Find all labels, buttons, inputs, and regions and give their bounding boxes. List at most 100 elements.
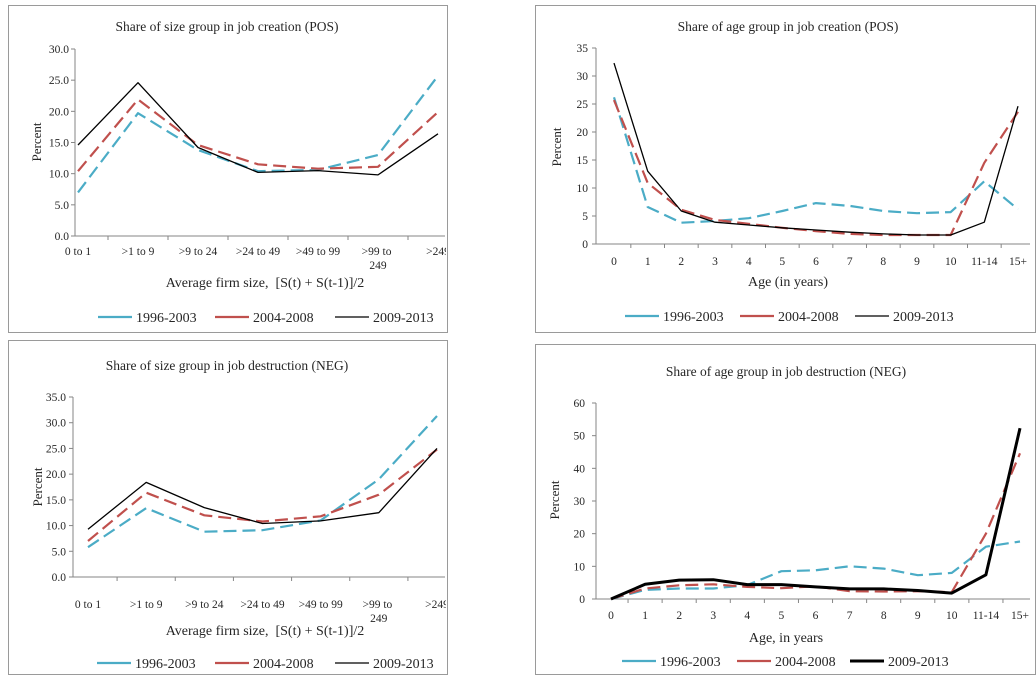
y-tick-label: 5 [582, 211, 588, 223]
x-tick-label: >9 to 24 [185, 599, 224, 611]
chart-panel-age-job-destruction: Share of age group in job destruction (N… [535, 344, 1036, 675]
legend-label-2004-2008: 2004-2008 [778, 310, 839, 325]
legend-label-2009-2013: 2009-2013 [893, 310, 954, 325]
y-axis-title: Percent [29, 122, 44, 161]
y-tick-label: 5.0 [52, 546, 67, 558]
chart-title: Share of age group in job destruction (N… [666, 364, 906, 379]
x-tick-label: 15+ [1009, 256, 1027, 268]
y-tick-label: 30 [577, 71, 589, 83]
chart-age-job-creation: Share of age group in job creation (POS)… [549, 19, 1030, 325]
y-tick-label: 10.0 [49, 169, 69, 181]
x-tick-label: 5 [779, 256, 785, 268]
y-tick-label: 5.0 [55, 200, 70, 212]
x-tick-label: 10 [946, 610, 958, 622]
x-tick-label: 7 [847, 610, 853, 622]
x-tick-label: 2 [676, 610, 682, 622]
chart-title: Share of size group in job creation (POS… [115, 19, 338, 34]
y-tick-label: 0.0 [52, 572, 67, 584]
y-tick-label: 25.0 [49, 75, 69, 87]
y-axis-title: Percent [30, 467, 45, 506]
y-axis-title: Percent [547, 480, 562, 519]
legend-label-1996-2003: 1996-2003 [663, 310, 724, 325]
y-tick-label: 0 [579, 594, 585, 606]
x-tick-label: >49 to 99 [299, 599, 343, 611]
legend-label-2004-2008: 2004-2008 [253, 311, 314, 326]
chart-size-job-destruction: Share of size group in job destruction (… [30, 358, 446, 672]
x-tick-label: 1 [642, 610, 648, 622]
x-tick-label: >9 to 24 [179, 246, 218, 258]
y-tick-label: 0 [582, 239, 588, 251]
series-line-1996-2003 [610, 540, 1021, 601]
x-tick-label: 9 [915, 610, 921, 622]
y-tick-label: 25 [577, 99, 589, 111]
chart-title: Share of size group in job destruction (… [106, 358, 349, 373]
x-tick-label: >249 [425, 599, 446, 611]
x-tick-label: 0 [611, 256, 617, 268]
series-line-2009-2013 [613, 62, 1019, 236]
x-tick-label: 0 to 1 [65, 246, 91, 258]
y-tick-label: 25.0 [46, 443, 66, 455]
y-tick-label: 15.0 [49, 138, 69, 150]
x-tick-label: 6 [813, 610, 819, 622]
x-tick-label: >1 to 9 [122, 246, 155, 258]
x-tick-label: 0 to 1 [75, 599, 101, 611]
chart-panel-age-job-creation: Share of age group in job creation (POS)… [535, 5, 1036, 333]
y-tick-label: 20.0 [49, 106, 69, 118]
legend-label-1996-2003: 1996-2003 [136, 311, 197, 326]
x-tick-label: >99 to 249 [362, 599, 395, 625]
series-line-2009-2013 [87, 447, 438, 530]
series-line-2009-2013 [610, 427, 1022, 601]
y-tick-label: 10.0 [46, 521, 66, 533]
x-tick-label: 9 [914, 256, 920, 268]
y-tick-label: 40 [574, 463, 586, 475]
x-tick-label: >49 to 99 [296, 246, 340, 258]
chart-age-job-destruction: Share of age group in job destruction (N… [547, 364, 1030, 670]
x-tick-label: >24 to 49 [236, 246, 280, 258]
series-line-2004-2008 [612, 99, 1019, 237]
x-axis-title: Age (in years) [748, 275, 828, 290]
series-line-2009-2013 [77, 82, 439, 176]
x-tick-label: >1 to 9 [130, 599, 163, 611]
x-tick-label: 3 [710, 610, 716, 622]
y-tick-label: 0.0 [55, 231, 70, 243]
series-line-2004-2008 [77, 98, 439, 172]
y-tick-label: 35 [577, 43, 589, 55]
x-tick-label: 2 [678, 256, 684, 268]
legend-label-2009-2013: 2009-2013 [373, 657, 434, 672]
legend-label-2004-2008: 2004-2008 [253, 657, 314, 672]
series-line-1996-2003 [612, 96, 1019, 224]
x-axis-title: Average firm size, [S(t) + S(t-1)]/2 [166, 276, 365, 291]
chart-title: Share of age group in job creation (POS) [678, 19, 899, 34]
y-tick-label: 15.0 [46, 495, 66, 507]
chart-panel-size-job-creation: Share of size group in job creation (POS… [8, 5, 448, 333]
y-axis-title: Percent [549, 127, 564, 166]
x-axis-title: Age, in years [749, 631, 823, 646]
chart-panel-size-job-destruction: Share of size group in job destruction (… [8, 340, 448, 675]
x-tick-label: 6 [813, 256, 819, 268]
x-tick-label: 11-14 [971, 256, 998, 268]
y-tick-label: 50 [574, 431, 586, 443]
legend-label-2004-2008: 2004-2008 [775, 655, 836, 670]
y-tick-label: 10 [577, 183, 589, 195]
y-tick-label: 20 [574, 529, 586, 541]
x-tick-label: 5 [779, 610, 785, 622]
chart-size-job-creation: Share of size group in job creation (POS… [29, 19, 446, 326]
y-tick-label: 35.0 [46, 392, 66, 404]
y-tick-label: 30.0 [49, 44, 69, 56]
series-line-2004-2008 [87, 448, 438, 542]
x-tick-label: 11-14 [973, 610, 1000, 622]
x-tick-label: 4 [746, 256, 752, 268]
x-axis-title: Average firm size, [S(t) + S(t-1)]/2 [166, 624, 365, 639]
x-tick-label: 8 [881, 610, 887, 622]
x-tick-label: 15+ [1011, 610, 1029, 622]
x-tick-label: 0 [608, 610, 614, 622]
x-tick-label: 4 [744, 610, 750, 622]
y-tick-label: 30 [574, 496, 586, 508]
legend-label-1996-2003: 1996-2003 [660, 655, 721, 670]
legend-label-1996-2003: 1996-2003 [135, 657, 196, 672]
x-tick-label: 10 [945, 256, 957, 268]
x-tick-label: 8 [880, 256, 886, 268]
y-tick-label: 20 [577, 127, 589, 139]
x-tick-label: >249 [426, 246, 446, 258]
series-line-2004-2008 [610, 452, 1022, 601]
